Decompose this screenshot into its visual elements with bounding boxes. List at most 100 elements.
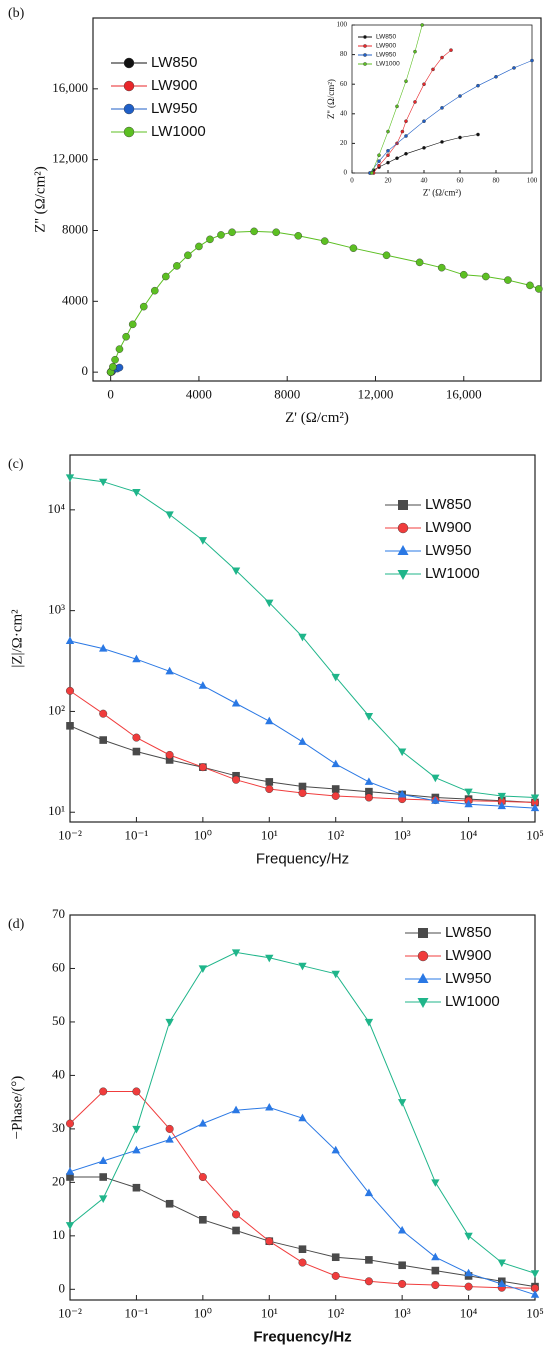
data-point <box>165 511 174 520</box>
data-point <box>395 104 399 109</box>
data-point <box>150 286 159 295</box>
y-axis-label: −Phase/(°) <box>9 1076 25 1140</box>
data-point <box>440 140 444 144</box>
legend-marker <box>397 545 409 555</box>
x-tick-label: 10¹ <box>261 1305 278 1320</box>
data-point <box>231 949 241 957</box>
data-point <box>65 1119 74 1128</box>
data-point <box>422 146 426 150</box>
x-tick-label: 10³ <box>394 1305 411 1320</box>
panel-label: (c) <box>8 457 24 472</box>
data-point <box>530 58 534 63</box>
data-point <box>400 129 405 134</box>
data-point <box>404 79 408 84</box>
data-point <box>294 231 303 240</box>
y-tick-label: 40 <box>340 109 348 117</box>
y-tick-label: 16,000 <box>52 80 88 95</box>
data-point <box>464 1282 473 1291</box>
legend-label: LW1000 <box>425 565 480 582</box>
series-line <box>110 230 539 373</box>
legend-marker <box>363 35 367 39</box>
data-point <box>99 1087 108 1096</box>
data-point <box>476 83 480 88</box>
data-point <box>331 970 340 979</box>
data-point <box>165 1018 174 1027</box>
legend-label: LW1000 <box>445 993 500 1010</box>
data-point <box>65 686 74 695</box>
data-point <box>298 1113 307 1122</box>
x-tick-label: 20 <box>385 176 393 184</box>
legend-marker <box>123 57 135 69</box>
data-point <box>265 716 274 725</box>
data-point <box>298 633 307 642</box>
legend-label: LW1000 <box>151 123 206 140</box>
legend-marker <box>398 500 408 510</box>
x-axis-label: Frequency/Hz <box>256 851 349 868</box>
y-tick-label: 70 <box>52 906 65 921</box>
data-point <box>464 788 473 797</box>
data-point <box>377 163 381 168</box>
data-point <box>265 1102 274 1111</box>
data-point <box>382 251 391 260</box>
x-tick-label: 60 <box>457 176 465 184</box>
data-point <box>115 363 124 372</box>
legend-marker <box>397 522 409 534</box>
data-point <box>231 567 241 576</box>
x-tick-label: 10³ <box>394 827 411 842</box>
data-point <box>386 129 390 134</box>
data-point <box>404 119 408 123</box>
data-point <box>512 66 516 70</box>
data-point <box>404 151 408 156</box>
data-point <box>139 302 148 311</box>
data-point <box>404 134 408 138</box>
legend-label: LW950 <box>151 100 197 117</box>
y-tick-label: 10² <box>48 702 65 717</box>
data-point <box>364 793 373 802</box>
data-point <box>132 1125 141 1134</box>
data-point <box>298 782 307 791</box>
x-tick-label: 40 <box>421 176 429 184</box>
y-tick-label: 100 <box>337 21 348 29</box>
data-point <box>398 1279 407 1288</box>
data-point <box>65 1222 75 1230</box>
x-tick-label: 100 <box>527 176 538 184</box>
data-point <box>198 763 207 772</box>
data-point <box>232 1226 240 1235</box>
data-point <box>165 1124 174 1133</box>
data-point <box>397 1099 407 1107</box>
legend-label: LW850 <box>376 34 396 41</box>
plot-frame <box>351 24 533 174</box>
data-point <box>198 1173 207 1182</box>
y-tick-label: 0 <box>344 169 348 177</box>
y-tick-label: 4000 <box>62 292 88 307</box>
data-point <box>231 698 241 707</box>
data-point <box>530 1270 540 1278</box>
data-point <box>530 803 540 812</box>
data-point <box>397 1225 407 1234</box>
data-point <box>132 1087 141 1096</box>
data-point <box>331 673 340 682</box>
data-point <box>364 713 374 721</box>
data-point <box>464 799 473 808</box>
data-point <box>162 272 170 281</box>
x-tick-label: 10⁻² <box>58 1305 82 1320</box>
data-point <box>431 1179 440 1187</box>
data-point <box>431 796 440 804</box>
data-point <box>206 235 214 244</box>
data-point <box>365 787 373 796</box>
data-point <box>397 789 407 798</box>
panel-label: (b) <box>8 6 25 21</box>
x-tick-label: 10² <box>327 1305 344 1320</box>
x-tick-label: 10⁻¹ <box>125 1305 149 1320</box>
data-point <box>437 263 446 272</box>
legend-marker <box>418 928 428 938</box>
data-point <box>422 82 426 86</box>
x-tick-label: 10⁻² <box>58 827 82 842</box>
series-line <box>70 1176 536 1288</box>
data-point <box>198 537 208 545</box>
data-point <box>165 666 174 675</box>
data-point <box>99 1156 108 1165</box>
data-point <box>440 55 444 60</box>
data-point <box>377 159 381 163</box>
data-point <box>265 785 274 794</box>
